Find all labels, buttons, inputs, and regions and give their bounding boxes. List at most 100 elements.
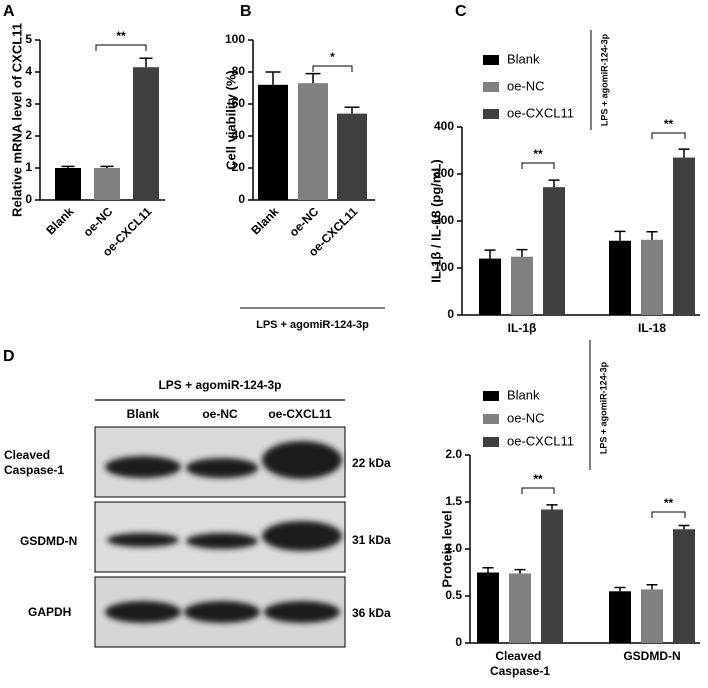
legend-label: oe-NC xyxy=(507,410,545,425)
legend-label: Blank xyxy=(507,387,540,402)
error-bar xyxy=(61,165,75,168)
legend-swatch xyxy=(483,391,499,401)
legend-label: oe-NC xyxy=(507,78,545,93)
error-bar xyxy=(514,568,526,574)
y-axis-title: Protein level xyxy=(439,510,454,587)
y-tick-label: 2.0 xyxy=(445,447,462,461)
x-tick-label: IL-18 xyxy=(638,321,666,335)
x-tick-label: oe-NC xyxy=(80,204,115,239)
error-bar xyxy=(646,231,658,240)
panel-label: C xyxy=(455,3,467,20)
y-axis-title: IL-1β / IL-18 (pg/mL) xyxy=(428,159,443,283)
bar xyxy=(673,157,695,315)
y-tick-label: 5 xyxy=(25,32,32,46)
significance-bracket xyxy=(651,132,686,139)
y-tick-label: 300 xyxy=(434,166,454,180)
error-bar xyxy=(678,524,690,530)
significance-bracket xyxy=(521,162,555,169)
bar xyxy=(541,509,563,643)
y-tick-label: 80 xyxy=(232,64,246,78)
bar xyxy=(477,572,499,643)
y-tick-label: 4 xyxy=(25,64,32,78)
size-label: 22 kDa xyxy=(352,456,391,470)
y-tick-label: 20 xyxy=(232,160,246,174)
y-axis-title: Relative mRNA level of CXCL11 xyxy=(9,23,24,217)
size-label: 31 kDa xyxy=(352,533,391,547)
error-bar xyxy=(546,504,558,510)
significance-label: ** xyxy=(664,496,674,510)
bar xyxy=(298,83,328,200)
bar xyxy=(641,589,663,643)
significance-label: ** xyxy=(533,472,543,486)
error-bar xyxy=(305,72,321,84)
panel-label: A xyxy=(3,3,15,20)
error-bar xyxy=(139,57,153,68)
legend-label: oe-CXCL11 xyxy=(507,105,574,120)
x-tick-label: Blank xyxy=(248,204,281,237)
error-bar xyxy=(484,249,496,259)
error-bar xyxy=(100,165,114,168)
legend-swatch xyxy=(483,109,499,119)
significance-bracket xyxy=(95,44,147,51)
row-label: GAPDH xyxy=(28,605,71,619)
legend-label: Blank xyxy=(507,51,540,66)
error-bar xyxy=(344,106,360,114)
y-tick-label: 100 xyxy=(225,32,245,46)
legend-swatch xyxy=(483,82,499,92)
legend-note: LPS + agomiR-124-3p xyxy=(599,33,609,126)
significance-label: ** xyxy=(664,117,674,131)
bar xyxy=(509,573,531,643)
x-tick-label: Cleaved Caspase-1 xyxy=(490,649,550,678)
x-tick-label: Blank xyxy=(43,204,76,237)
lane-label: Blank xyxy=(127,407,160,421)
significance-bracket xyxy=(521,487,555,494)
x-tick-label: GSDMD-N xyxy=(623,649,680,663)
legend-swatch xyxy=(483,414,499,424)
bar xyxy=(609,591,631,643)
y-tick-label: 200 xyxy=(434,213,454,227)
significance-bracket xyxy=(651,511,686,518)
error-bar xyxy=(678,148,690,158)
y-tick-label: 1.5 xyxy=(445,494,462,508)
error-bar xyxy=(614,586,626,592)
legend-swatch xyxy=(483,55,499,65)
y-tick-label: 0 xyxy=(25,192,32,206)
bar xyxy=(133,67,159,200)
panel-label: B xyxy=(240,3,252,20)
significance-label: * xyxy=(330,50,335,64)
legend-label: oe-CXCL11 xyxy=(507,433,574,448)
y-tick-label: 0.5 xyxy=(445,588,462,602)
legend-swatch xyxy=(483,437,499,447)
x-axis-title: LPS + agomiR-124-3p xyxy=(256,319,369,331)
error-bar xyxy=(614,230,626,241)
y-tick-label: 1 xyxy=(25,160,32,174)
y-axis-title: Cell viability (%) xyxy=(223,70,238,170)
row-label: GSDMD-N xyxy=(20,534,77,548)
error-bar xyxy=(482,567,494,573)
y-tick-label: 0 xyxy=(455,635,462,649)
error-bar xyxy=(548,179,560,188)
error-bar xyxy=(265,71,281,85)
x-tick-label: oe-NC xyxy=(286,204,321,239)
y-tick-label: 2 xyxy=(25,128,32,142)
y-tick-label: 60 xyxy=(232,96,246,110)
y-tick-label: 40 xyxy=(232,128,246,142)
error-bar xyxy=(516,248,528,257)
y-tick-label: 100 xyxy=(434,260,454,274)
bar xyxy=(543,187,565,315)
bar xyxy=(641,239,663,315)
y-tick-label: 3 xyxy=(25,96,32,110)
western-blot: LPS + agomiR-124-3p Blank oe-NC oe-CXCL1… xyxy=(4,378,391,648)
bar xyxy=(479,258,501,315)
panel-label: D xyxy=(3,348,15,365)
bar xyxy=(609,240,631,315)
bar xyxy=(511,256,533,315)
significance-label: ** xyxy=(533,147,543,161)
significance-label: ** xyxy=(116,29,126,43)
lane-label: oe-CXCL11 xyxy=(268,407,332,421)
error-bar xyxy=(646,583,658,590)
y-tick-label: 0 xyxy=(238,192,245,206)
y-tick-label: 0 xyxy=(447,307,454,321)
x-tick-label: IL-1β xyxy=(508,321,537,335)
